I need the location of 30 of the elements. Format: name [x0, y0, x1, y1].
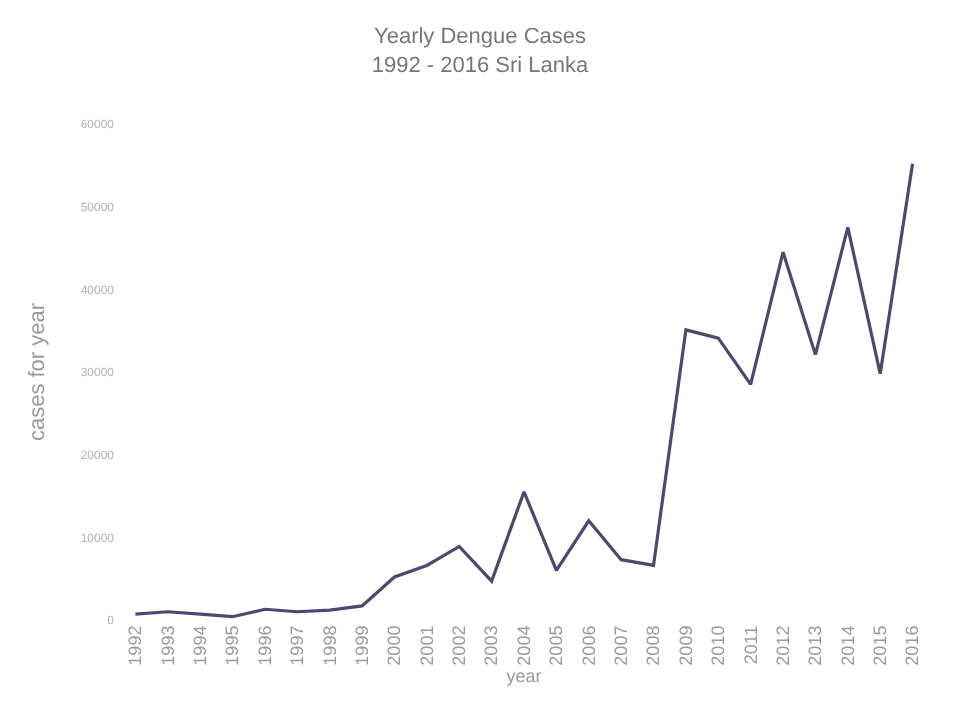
- x-tick-label: 1999: [351, 625, 372, 666]
- x-tick-label: 2009: [675, 625, 696, 666]
- x-axis-title: year: [506, 665, 542, 686]
- x-tick-label: 1994: [190, 625, 211, 666]
- x-tick-label: 2015: [870, 625, 891, 666]
- x-tick-label: 2008: [643, 625, 664, 666]
- x-tick-label: 1996: [254, 625, 275, 666]
- chart-subtitle: 1992 - 2016 Sri Lanka: [371, 53, 590, 78]
- x-tick-label: 2012: [772, 625, 793, 666]
- x-tick-label: 2001: [416, 625, 437, 666]
- x-tick-label: 2014: [837, 625, 858, 666]
- x-tick-label: 2013: [805, 625, 826, 666]
- x-tick-label: 2007: [610, 625, 631, 666]
- x-tick-label: 2005: [546, 625, 567, 666]
- x-tick-label: 1998: [319, 625, 340, 666]
- x-tick-label: 1997: [287, 625, 308, 666]
- x-tick-label: 2010: [708, 625, 729, 666]
- y-axis-title: cases for year: [25, 302, 50, 442]
- x-tick-label: 1992: [125, 625, 146, 666]
- x-tick-label: 2000: [384, 625, 405, 666]
- x-tick-label: 2006: [578, 625, 599, 666]
- x-tick-label: 2003: [481, 625, 502, 666]
- chart-title: Yearly Dengue Cases: [374, 25, 587, 50]
- line-series: [133, 162, 915, 619]
- x-tick-label: 2004: [513, 625, 534, 666]
- x-tick-label: 2002: [449, 625, 470, 666]
- x-tick-label: 2011: [740, 625, 761, 665]
- x-tick-label: 2016: [902, 625, 923, 666]
- x-tick-label: 1993: [157, 625, 178, 666]
- x-tick-label: 1995: [222, 625, 243, 666]
